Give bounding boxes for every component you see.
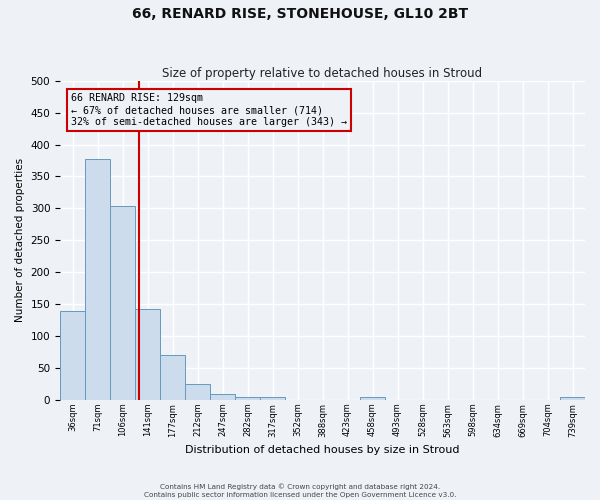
Y-axis label: Number of detached properties: Number of detached properties xyxy=(15,158,25,322)
Bar xyxy=(210,394,235,400)
Bar xyxy=(135,308,160,400)
Bar xyxy=(235,396,260,400)
Bar xyxy=(60,310,85,400)
Title: Size of property relative to detached houses in Stroud: Size of property relative to detached ho… xyxy=(163,66,482,80)
Bar xyxy=(160,355,185,400)
Bar xyxy=(85,158,110,400)
X-axis label: Distribution of detached houses by size in Stroud: Distribution of detached houses by size … xyxy=(185,445,460,455)
Bar xyxy=(260,396,285,400)
Text: 66 RENARD RISE: 129sqm
← 67% of detached houses are smaller (714)
32% of semi-de: 66 RENARD RISE: 129sqm ← 67% of detached… xyxy=(71,94,347,126)
Bar xyxy=(110,206,135,400)
Bar xyxy=(185,384,210,400)
Text: Contains HM Land Registry data © Crown copyright and database right 2024.
Contai: Contains HM Land Registry data © Crown c… xyxy=(144,484,456,498)
Bar xyxy=(560,396,585,400)
Bar xyxy=(360,396,385,400)
Text: 66, RENARD RISE, STONEHOUSE, GL10 2BT: 66, RENARD RISE, STONEHOUSE, GL10 2BT xyxy=(132,8,468,22)
